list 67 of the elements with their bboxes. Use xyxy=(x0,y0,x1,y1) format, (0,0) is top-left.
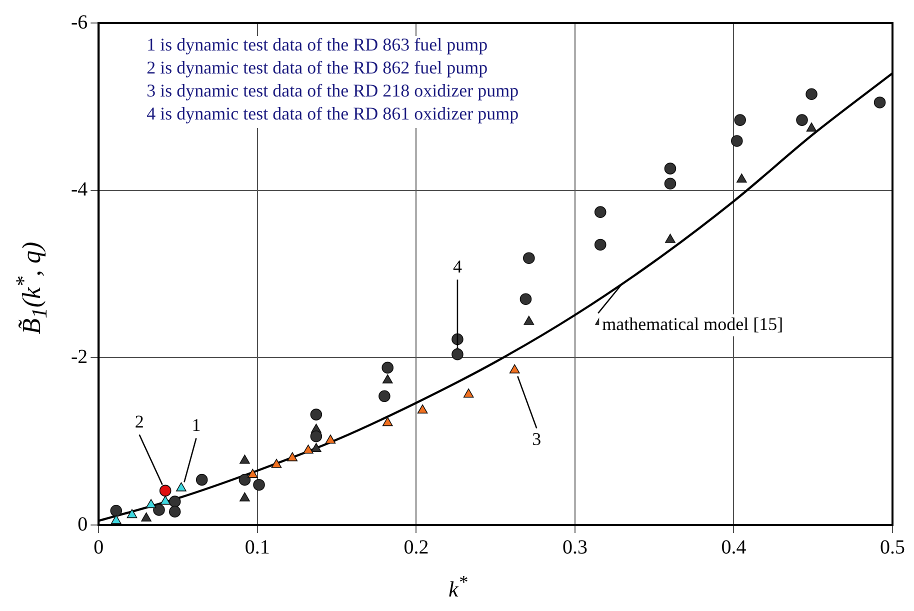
x-tick-label: 0.4 xyxy=(721,536,746,558)
point xyxy=(736,174,747,183)
y-tick-label: -4 xyxy=(70,178,88,201)
point xyxy=(382,374,393,384)
point xyxy=(806,122,817,132)
point xyxy=(303,444,314,454)
point xyxy=(664,162,676,174)
annotation: 2 is dynamic test data of the RD 862 fuel pump xyxy=(146,58,488,78)
point xyxy=(665,234,676,243)
y-tick-label: -6 xyxy=(70,11,88,34)
x-tick-label: 0.2 xyxy=(404,536,429,558)
annotation: 1 xyxy=(192,414,201,435)
y-tick-label: -2 xyxy=(70,346,88,368)
point xyxy=(452,348,464,360)
point xyxy=(176,482,186,492)
point xyxy=(378,390,390,402)
point xyxy=(524,316,534,325)
point xyxy=(874,96,886,108)
x-tick-label: 0.1 xyxy=(244,536,270,558)
point xyxy=(382,362,394,374)
point xyxy=(310,430,322,442)
point xyxy=(153,504,165,516)
point xyxy=(325,434,336,444)
annotation: 2 xyxy=(134,411,144,432)
point xyxy=(523,252,535,264)
point xyxy=(382,417,393,426)
point xyxy=(240,454,250,464)
point xyxy=(168,496,181,508)
x-tick-label: 0 xyxy=(94,536,104,558)
x-axis-title: k$^{*}$ xyxy=(448,572,468,602)
point xyxy=(311,442,322,452)
point xyxy=(664,178,676,190)
point xyxy=(594,238,606,251)
point xyxy=(310,408,322,420)
x-tick-label: 0.5 xyxy=(880,536,905,558)
annotation: 4 is dynamic test data of the RD 861 oxidizer pump xyxy=(146,104,519,124)
point xyxy=(520,293,532,305)
point xyxy=(806,88,818,100)
annotation: 1 is dynamic test data of the RD 863 fuel pump xyxy=(146,34,488,55)
point xyxy=(160,496,171,505)
point xyxy=(168,506,181,518)
point xyxy=(141,512,152,522)
annotation: 4 xyxy=(452,256,462,276)
point xyxy=(126,509,138,518)
y-tick-label: 0 xyxy=(78,513,88,536)
x-tick-label: 0.3 xyxy=(562,536,588,558)
point xyxy=(731,135,743,147)
point xyxy=(509,364,520,374)
point xyxy=(110,514,122,524)
point xyxy=(253,478,265,491)
point xyxy=(287,452,298,462)
point xyxy=(146,499,156,508)
annotation: 3 xyxy=(532,428,542,449)
point xyxy=(796,114,808,126)
point xyxy=(196,474,208,486)
point xyxy=(238,474,251,486)
point xyxy=(248,468,258,478)
point xyxy=(594,206,606,218)
point xyxy=(417,404,428,414)
point xyxy=(734,114,746,126)
point xyxy=(463,388,474,398)
point xyxy=(159,484,172,497)
point xyxy=(271,458,282,468)
annotation: mathematical model [15] xyxy=(602,314,784,334)
annotation: 3 is dynamic test data of the RD 218 oxidizer pump xyxy=(146,80,519,101)
point xyxy=(240,492,250,502)
point xyxy=(110,504,122,517)
